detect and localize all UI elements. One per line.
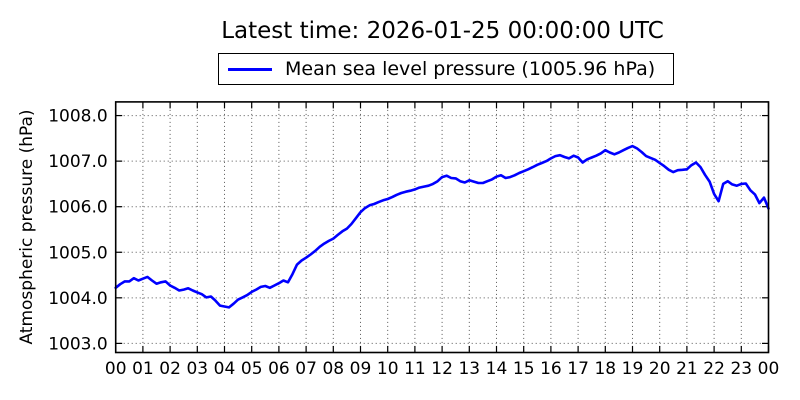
x-tick-label: 01 — [132, 359, 154, 379]
x-tick-label: 10 — [377, 359, 399, 379]
pressure-line — [114, 144, 770, 309]
chart-title: Latest time: 2026-01-25 00:00:00 UTC — [221, 18, 664, 44]
x-tick-label: 02 — [159, 359, 181, 379]
x-tick-label: 12 — [431, 359, 453, 379]
x-tick-label: 00 — [758, 359, 780, 379]
x-tick-label: 11 — [404, 359, 426, 379]
x-tick-label: 19 — [622, 359, 644, 379]
x-tick-label: 05 — [241, 359, 263, 379]
x-tick-label: 08 — [322, 359, 344, 379]
y-tick-label: 1003.0 — [48, 334, 107, 354]
x-tick-label: 16 — [540, 359, 562, 379]
x-tick-label: 18 — [594, 359, 616, 379]
legend: Mean sea level pressure (1005.96 hPa) — [218, 53, 674, 85]
y-tick-label: 1004.0 — [48, 289, 107, 309]
x-tick-label: 17 — [567, 359, 589, 379]
x-tick-label: 03 — [186, 359, 208, 379]
x-tick-label: 15 — [513, 359, 535, 379]
plot-border — [114, 101, 770, 354]
x-tick-label: 07 — [295, 359, 317, 379]
x-tick-label: 13 — [458, 359, 480, 379]
x-tick-label: 06 — [268, 359, 290, 379]
legend-line-icon — [228, 67, 272, 71]
x-tick-label: 14 — [486, 359, 508, 379]
legend-label: Mean sea level pressure (1005.96 hPa) — [285, 58, 656, 80]
x-tick-label: 09 — [350, 359, 372, 379]
y-tick-label: 1008.0 — [48, 107, 107, 127]
y-tick-label: 1006.0 — [48, 198, 107, 218]
x-tick-label: 23 — [730, 359, 752, 379]
x-tick-label: 21 — [676, 359, 698, 379]
y-tick-label: 1007.0 — [48, 152, 107, 172]
y-tick-label: 1005.0 — [48, 243, 107, 263]
x-tick-label: 22 — [703, 359, 725, 379]
x-tick-label: 20 — [649, 359, 671, 379]
x-tick-label: 04 — [214, 359, 236, 379]
x-tick-label: 00 — [105, 359, 127, 379]
